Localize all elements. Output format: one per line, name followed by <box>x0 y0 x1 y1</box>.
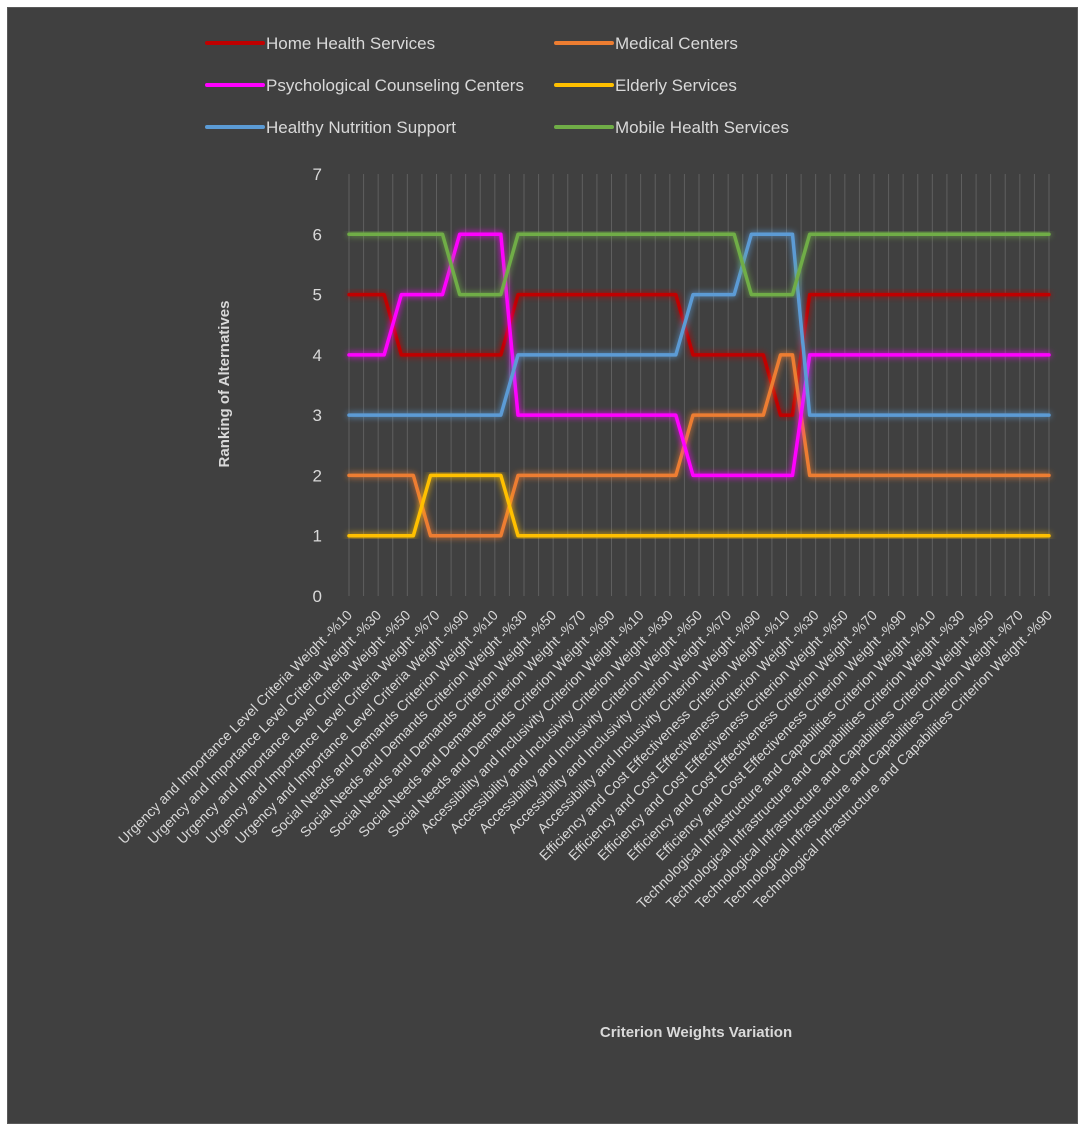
y-axis-ticks: 0 1 2 3 4 5 6 7 <box>313 165 322 606</box>
legend-label: Medical Centers <box>615 34 738 53</box>
y-tick-label: 3 <box>313 406 322 425</box>
legend-label: Psychological Counseling Centers <box>266 76 524 95</box>
legend-label: Mobile Health Services <box>615 118 789 137</box>
y-tick-label: 7 <box>313 165 322 184</box>
gridlines <box>348 174 1050 596</box>
y-axis-title: Ranking of Alternatives <box>216 301 233 468</box>
x-axis-ticks: Urgency and Importance Level Criteria We… <box>115 607 1055 912</box>
y-tick-label: 2 <box>313 466 322 485</box>
legend-label: Elderly Services <box>615 76 737 95</box>
legend-label: Healthy Nutrition Support <box>266 118 456 137</box>
y-tick-label: 1 <box>313 527 322 546</box>
x-axis-title: Criterion Weights Variation <box>600 1024 792 1041</box>
chart-area <box>7 7 1078 1124</box>
series-line-psychological-counseling-centers <box>347 232 1051 478</box>
y-tick-label: 5 <box>313 286 322 305</box>
series-line-medical-centers <box>347 353 1051 538</box>
series-lines <box>347 232 1051 538</box>
legend-label: Home Health Services <box>266 34 435 53</box>
legend: Home Health Services Medical Centers Psych… <box>205 34 789 137</box>
series-line-mobile-health-services <box>347 232 1051 297</box>
y-tick-label: 0 <box>313 587 322 606</box>
y-tick-label: 6 <box>313 225 322 244</box>
y-tick-label: 4 <box>313 346 322 365</box>
series-line-home-health-services <box>347 292 1051 417</box>
series-line-healthy-nutrition-support <box>347 232 1051 417</box>
series-line-elderly-services <box>347 473 1051 538</box>
